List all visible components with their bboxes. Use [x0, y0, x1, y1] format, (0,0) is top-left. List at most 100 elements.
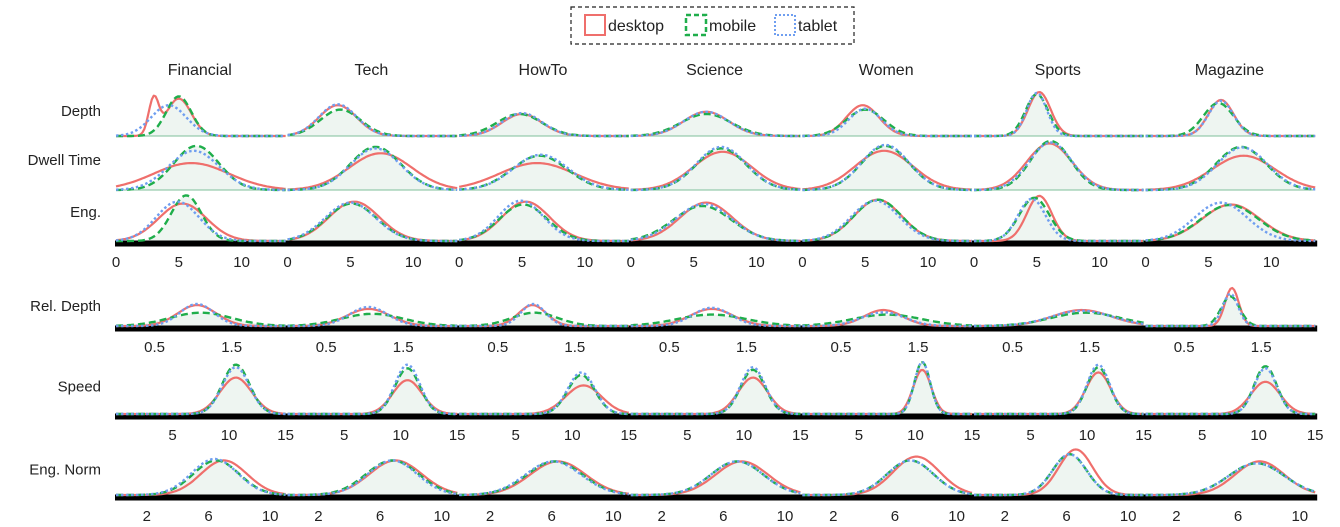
- tick-label: 5: [518, 254, 526, 271]
- tick-label: 10: [564, 427, 581, 444]
- panel-eng-sports: 0 5 10: [970, 194, 1146, 271]
- tick-label: 6: [1234, 508, 1242, 525]
- tick-label: 0: [283, 254, 291, 271]
- density-line-desktop-rel-depth-tech: [287, 307, 458, 328]
- density-line-tablet-eng-norm-science: [630, 460, 801, 497]
- tick-label: 0.5: [487, 339, 508, 356]
- density-line-mobile-depth-sports: [974, 93, 1144, 138]
- panel-eng-science: 0 5 10: [627, 201, 803, 271]
- panel-speed-tech: 5 10 15: [286, 363, 466, 444]
- density-line-tablet-eng-sports: [974, 197, 1144, 243]
- panel-eng-norm-financial: 2 6 10: [115, 457, 288, 525]
- tick-label: 0.5: [1002, 339, 1023, 356]
- panel-eng-norm-howto: 2 6 10: [458, 460, 631, 525]
- tick-label: 5: [1198, 427, 1206, 444]
- density-fill-eng-financial: [116, 195, 286, 241]
- column-title-howto: HowTo: [519, 62, 568, 79]
- tick-label: 10: [576, 254, 593, 271]
- density-fill-eng-women: [802, 199, 972, 241]
- panel-speed-howto: 5 10 15: [458, 371, 637, 444]
- density-line-tablet-eng-science: [630, 202, 801, 243]
- panel-eng-women: 0 5 10: [798, 198, 974, 271]
- tick-label: 10: [262, 508, 279, 525]
- density-line-desktop-dwell-time-science: [630, 150, 801, 191]
- row-label-eng-norm: Eng. Norm: [29, 462, 101, 479]
- tick-label: 5: [168, 427, 176, 444]
- density-line-tablet-speed-sports: [974, 363, 1144, 416]
- density-line-mobile-eng-financial: [116, 194, 286, 243]
- tick-label: 1.5: [564, 339, 585, 356]
- density-line-mobile-speed-women: [802, 361, 972, 416]
- row-label-eng: Eng.: [70, 204, 101, 221]
- tick-label: 10: [1263, 254, 1280, 271]
- density-line-mobile-rel-depth-tech: [287, 312, 458, 327]
- density-fill-eng-science: [630, 206, 801, 241]
- density-line-desktop-dwell-time-magazine: [1145, 154, 1316, 191]
- legend-swatch-tablet: [774, 14, 796, 36]
- tick-label: 1.5: [1079, 339, 1100, 356]
- density-line-mobile-rel-depth-science: [630, 313, 801, 327]
- density-line-desktop-rel-depth-science: [630, 307, 801, 328]
- panel-rel-depth-howto: 0.5 1.5: [458, 302, 631, 356]
- legend-swatch-mobile: [684, 13, 708, 37]
- panel-depth-financial: [115, 94, 286, 138]
- tick-label: 1.5: [1251, 339, 1272, 356]
- tick-label: 2: [314, 508, 322, 525]
- legend-frame: [570, 6, 855, 45]
- panel-rel-depth-science: 0.5 1.5: [629, 306, 803, 356]
- tick-label: 10: [920, 254, 937, 271]
- density-line-tablet-eng-norm-sports: [974, 453, 1144, 497]
- tick-label: 5: [346, 254, 354, 271]
- tick-label: 5: [1204, 254, 1212, 271]
- tick-label: 6: [891, 508, 899, 525]
- density-line-tablet-eng-norm-tech: [287, 459, 458, 497]
- density-line-tablet-rel-depth-women: [802, 311, 972, 328]
- density-fill-dwell-time-sports: [974, 141, 1144, 190]
- density-line-mobile-rel-depth-magazine: [1145, 295, 1316, 328]
- column-title-sports: Sports: [1035, 62, 1081, 79]
- density-fill-speed-tech: [287, 368, 458, 414]
- panel-depth-howto: [459, 111, 629, 138]
- panel-speed-sports: 5 10 15: [973, 363, 1152, 444]
- density-fill-dwell-time-science: [630, 148, 801, 190]
- density-line-mobile-rel-depth-women: [802, 313, 973, 327]
- panel-eng-tech: 0 5 10: [283, 200, 460, 271]
- density-fill-speed-science: [630, 369, 801, 414]
- density-fill-eng-norm-sports: [974, 454, 1144, 495]
- density-line-desktop-speed-women: [802, 368, 972, 416]
- tick-label: 2: [486, 508, 494, 525]
- row-labels: Depth Dwell Time Eng. Rel. Depth Speed Eng. N…: [28, 103, 101, 479]
- panel-dwell-time-sports: [974, 139, 1144, 192]
- density-line-desktop-dwell-time-financial: [115, 162, 286, 190]
- density-line-tablet-eng-howto: [459, 199, 629, 243]
- density-line-tablet-rel-depth-financial: [116, 302, 286, 328]
- tick-label: 10: [233, 254, 250, 271]
- panel-rel-depth-women: 0.5 1.5: [801, 308, 974, 356]
- density-line-tablet-eng-norm-magazine: [1145, 462, 1316, 497]
- density-line-mobile-rel-depth-financial: [115, 311, 286, 327]
- column-titles: Financial Tech HowTo Science Women Sports Maga…: [168, 62, 1264, 79]
- panel-eng-norm-women: 2 6 10: [801, 455, 974, 525]
- tick-label: 0: [1141, 254, 1149, 271]
- tick-label: 0: [970, 254, 978, 271]
- density-line-mobile-dwell-time-magazine: [1145, 145, 1316, 192]
- tick-label: 6: [204, 508, 212, 525]
- tick-label: 10: [907, 427, 924, 444]
- density-line-desktop-eng-tech: [287, 200, 458, 243]
- legend-label-tablet: tablet: [798, 18, 838, 35]
- density-line-tablet-speed-women: [802, 361, 972, 416]
- tick-label: 0.5: [144, 339, 165, 356]
- tick-label: 15: [792, 427, 809, 444]
- density-fill-depth-financial: [116, 96, 286, 136]
- density-line-tablet-eng-women: [802, 199, 972, 243]
- density-fill-rel-depth-sports: [974, 312, 1144, 326]
- density-fill-speed-magazine: [1145, 366, 1316, 414]
- tick-label: 2: [143, 508, 151, 525]
- tick-label: 5: [861, 254, 869, 271]
- tick-label: 10: [1120, 508, 1137, 525]
- density-line-tablet-dwell-time-tech: [287, 147, 458, 192]
- row-label-depth: Depth: [61, 103, 101, 120]
- density-fill-eng-norm-science: [630, 461, 801, 495]
- density-line-tablet-eng-norm-financial: [116, 457, 286, 497]
- panel-depth-science: [630, 110, 801, 138]
